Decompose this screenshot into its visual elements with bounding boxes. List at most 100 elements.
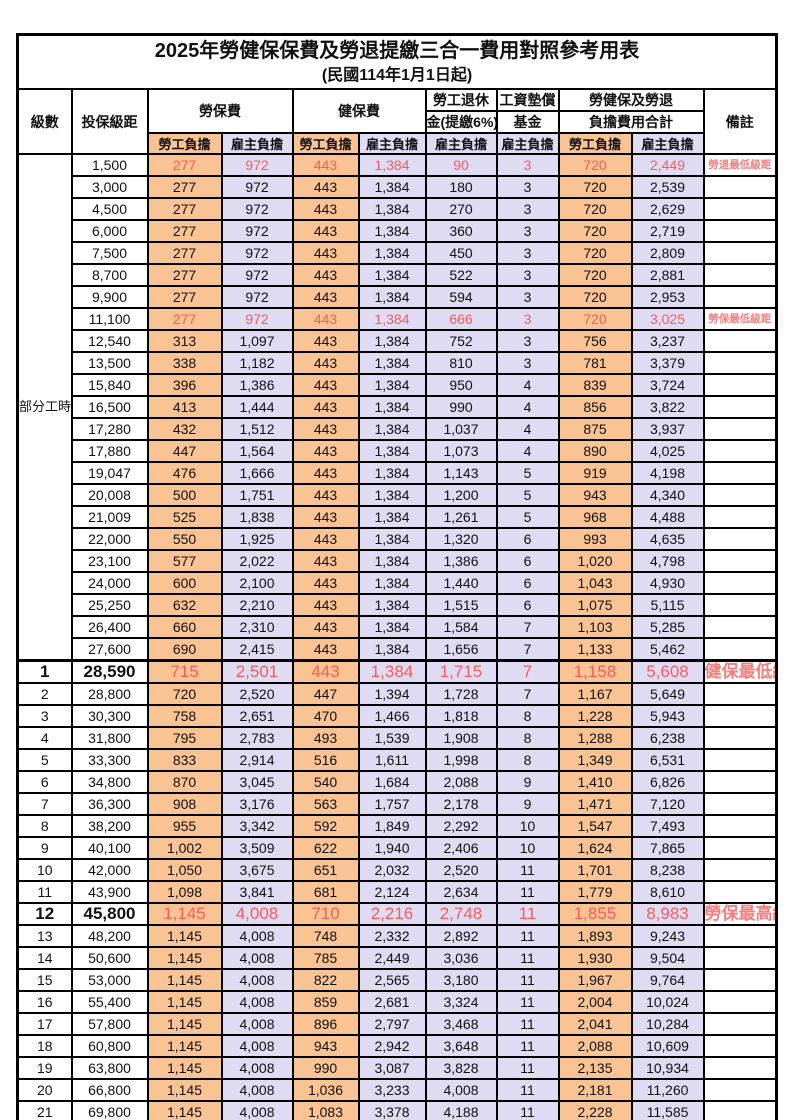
- value-cell: 1,410: [557, 770, 633, 794]
- table-row: 20 66,800 1,145 4,008 1,036 3,233 4,008 11 2,181…: [16, 1078, 778, 1102]
- table-row: 7,500 277 972 443 1,384 450 3 720 2,809: [18, 241, 778, 265]
- value-cell: 443: [291, 527, 360, 551]
- value-cell: 990: [291, 1056, 360, 1080]
- value-cell: 1,757: [357, 792, 427, 816]
- value-cell: 4,930: [630, 571, 705, 595]
- bracket-cell: 6,000: [70, 219, 149, 243]
- remark-cell: [702, 1100, 778, 1120]
- value-cell: 1,384: [357, 285, 427, 309]
- value-cell: 360: [424, 219, 498, 243]
- value-cell: 1,584: [424, 615, 498, 639]
- value-cell: 6: [495, 571, 560, 595]
- value-cell: 7: [495, 615, 560, 639]
- remark-cell: [702, 858, 778, 882]
- value-cell: 1,182: [220, 351, 294, 375]
- bracket-cell: 3,000: [70, 175, 149, 199]
- value-cell: 443: [291, 285, 360, 309]
- value-cell: 1,097: [220, 329, 294, 353]
- value-cell: 443: [291, 461, 360, 485]
- value-cell: 10: [495, 836, 560, 860]
- value-cell: 8: [495, 704, 560, 728]
- bracket-cell: 53,000: [70, 968, 149, 992]
- value-cell: 8,983: [630, 902, 705, 926]
- value-cell: 2,539: [630, 175, 705, 199]
- value-cell: 955: [146, 814, 223, 838]
- remark-cell: [702, 814, 778, 838]
- value-cell: 6: [495, 527, 560, 551]
- table-row: 8 38,200 955 3,342 592 1,849 2,292 10 1,547 7,493: [16, 814, 778, 838]
- value-cell: 1,103: [557, 615, 633, 639]
- value-cell: 11: [495, 1100, 560, 1120]
- value-cell: 2,953: [630, 285, 705, 309]
- value-cell: 833: [146, 748, 223, 772]
- value-cell: 443: [291, 615, 360, 639]
- value-cell: 577: [146, 549, 223, 573]
- value-cell: 11: [495, 858, 560, 882]
- level-cell: 10: [16, 858, 73, 882]
- value-cell: 1,384: [357, 571, 427, 595]
- value-cell: 1,145: [146, 1056, 223, 1080]
- value-cell: 748: [291, 924, 360, 948]
- value-cell: 4,635: [630, 527, 705, 551]
- value-cell: 1,036: [291, 1078, 360, 1102]
- table-row: 9 40,100 1,002 3,509 622 1,940 2,406 10 1,624 7,8…: [16, 836, 778, 860]
- value-cell: 4,008: [220, 946, 294, 970]
- bracket-cell: 25,250: [70, 593, 149, 617]
- value-cell: 3,841: [220, 880, 294, 904]
- bracket-cell: 57,800: [70, 1012, 149, 1036]
- bracket-cell: 63,800: [70, 1056, 149, 1080]
- value-cell: 3,176: [220, 792, 294, 816]
- level-cell: 4: [16, 726, 73, 750]
- value-cell: 4,008: [220, 990, 294, 1014]
- bracket-cell: 34,800: [70, 770, 149, 794]
- value-cell: 758: [146, 704, 223, 728]
- value-cell: 810: [424, 351, 498, 375]
- value-cell: 972: [220, 285, 294, 309]
- col-header-wage-fund-line1: 工資墊償: [495, 88, 560, 112]
- value-cell: 443: [291, 263, 360, 287]
- value-cell: 2,681: [357, 990, 427, 1014]
- value-cell: 4,008: [220, 902, 294, 926]
- value-cell: 1,751: [220, 483, 294, 507]
- value-cell: 1,444: [220, 395, 294, 419]
- value-cell: 1,893: [557, 924, 633, 948]
- value-cell: 1,384: [357, 593, 427, 617]
- value-cell: 4,008: [220, 1078, 294, 1102]
- value-cell: 1,384: [357, 263, 427, 287]
- bracket-cell: 15,840: [70, 373, 149, 397]
- value-cell: 4,008: [220, 924, 294, 948]
- value-cell: 476: [146, 461, 223, 485]
- value-cell: 1,143: [424, 461, 498, 485]
- remark-cell: [702, 1056, 778, 1080]
- table-row: 12 45,800 1,145 4,008 710 2,216 2,748 11 1,855 8,…: [16, 902, 778, 926]
- value-cell: 2,892: [424, 924, 498, 948]
- value-cell: 11: [495, 1056, 560, 1080]
- value-cell: 4,008: [424, 1078, 498, 1102]
- value-cell: 1,471: [557, 792, 633, 816]
- value-cell: 3: [495, 153, 560, 177]
- value-cell: 1,145: [146, 1078, 223, 1102]
- value-cell: 1,908: [424, 726, 498, 750]
- level-group-part-time: 部分工時: [16, 153, 73, 662]
- value-cell: 5,608: [630, 659, 705, 684]
- bracket-cell: 7,500: [70, 241, 149, 265]
- bracket-cell: 16,500: [70, 395, 149, 419]
- value-cell: 3: [495, 351, 560, 375]
- value-cell: 4,340: [630, 483, 705, 507]
- bracket-cell: 33,300: [70, 748, 149, 772]
- level-cell: 14: [16, 946, 73, 970]
- table-row: 18 60,800 1,145 4,008 943 2,942 3,648 11 2,088 10…: [16, 1034, 778, 1058]
- table-row: 20,008 500 1,751 443 1,384 1,200 5 943 4,340: [18, 483, 778, 507]
- value-cell: 1,384: [357, 241, 427, 265]
- bracket-cell: 31,800: [70, 726, 149, 750]
- value-cell: 11: [495, 968, 560, 992]
- table-row: 13,500 338 1,182 443 1,384 810 3 781 3,379: [18, 351, 778, 375]
- value-cell: 3: [495, 329, 560, 353]
- value-cell: 1,849: [357, 814, 427, 838]
- table-row: 6,000 277 972 443 1,384 360 3 720 2,719: [18, 219, 778, 243]
- value-cell: 277: [146, 285, 223, 309]
- value-cell: 2,748: [424, 902, 498, 926]
- value-cell: 2,406: [424, 836, 498, 860]
- bracket-cell: 26,400: [70, 615, 149, 639]
- value-cell: 2,216: [357, 902, 427, 926]
